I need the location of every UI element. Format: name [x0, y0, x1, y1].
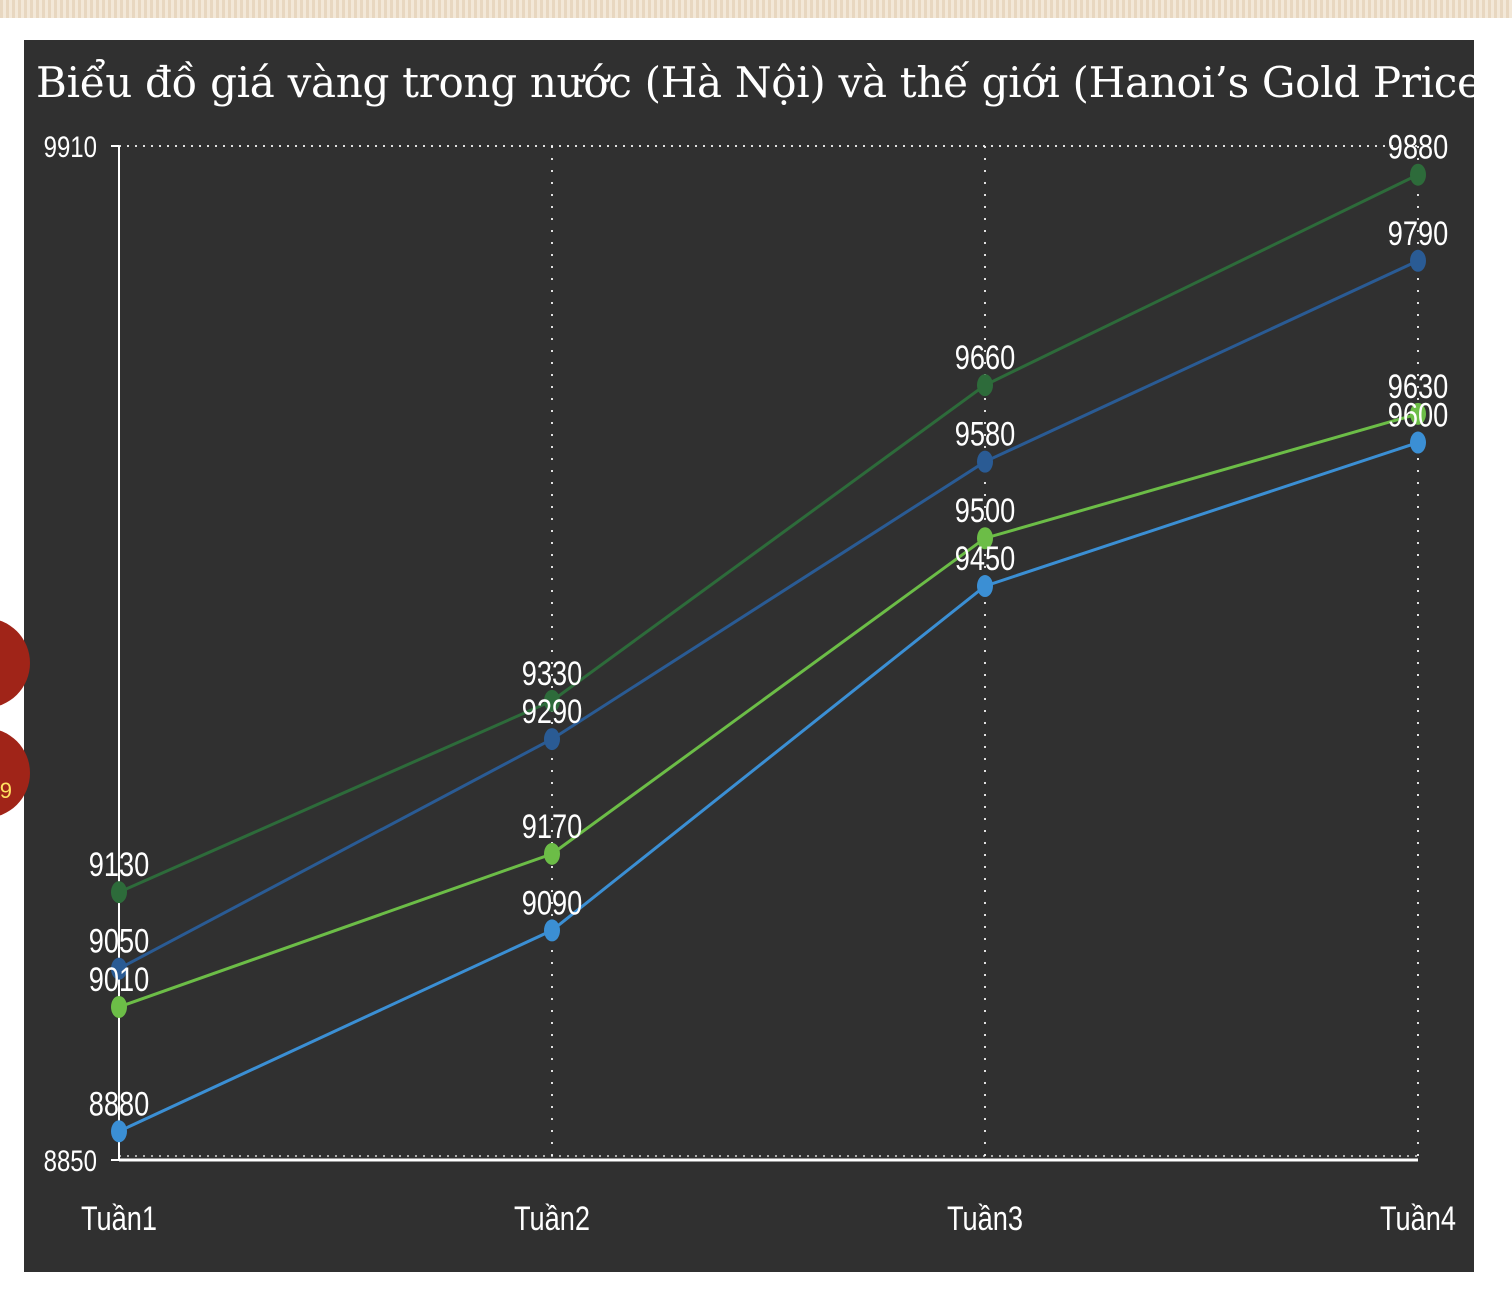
- data-point: [111, 1120, 127, 1143]
- data-point: [1410, 163, 1426, 186]
- label-layer: 9130 9330 9660 9880 9050 9290 9580 9790 9010 9170…: [89, 128, 1448, 1123]
- data-point: [544, 919, 560, 942]
- data-point: [977, 374, 993, 397]
- data-point: [1410, 402, 1426, 425]
- series-layer: [111, 163, 1426, 1143]
- data-label: 9290: [522, 692, 582, 731]
- data-label: 9790: [1388, 214, 1448, 253]
- side-badge-label: 9: [0, 778, 12, 803]
- data-point: [111, 881, 127, 904]
- data-label: 9170: [522, 807, 582, 846]
- data-point: [977, 527, 993, 550]
- data-label: 9450: [955, 539, 1015, 578]
- data-label: 9090: [522, 883, 582, 922]
- series-line: [118, 173, 1419, 894]
- x-tick-label: Tuần3: [947, 1199, 1023, 1238]
- data-label: 9330: [522, 654, 582, 693]
- data-point: [1410, 249, 1426, 272]
- data-label: 9600: [1388, 396, 1448, 435]
- y-tick-label: 8850: [44, 1143, 97, 1177]
- decorative-top-stripe: [0, 0, 1512, 18]
- data-label: 9630: [1388, 367, 1448, 406]
- data-label: 9660: [955, 338, 1015, 377]
- data-point: [1410, 431, 1426, 454]
- chart-title: Biểu đồ giá vàng trong nước (Hà Nội) và …: [36, 58, 1498, 107]
- grid-layer: [119, 145, 1419, 1160]
- series-line: [118, 412, 1419, 1009]
- data-label: 9130: [89, 845, 149, 884]
- x-tick-label: Tuần4: [1380, 1199, 1456, 1238]
- series-line: [118, 259, 1419, 971]
- data-label: 9580: [955, 415, 1015, 454]
- data-point: [111, 995, 127, 1018]
- data-label: 9010: [89, 960, 149, 999]
- data-point: [544, 689, 560, 712]
- data-label: 9880: [1388, 128, 1448, 167]
- data-point: [544, 728, 560, 751]
- data-point: [977, 450, 993, 473]
- y-tick-label: 9910: [44, 129, 97, 163]
- data-point: [111, 957, 127, 980]
- data-point: [544, 842, 560, 865]
- data-label: 9500: [955, 491, 1015, 530]
- chart-panel: [24, 40, 1474, 1272]
- x-tick-label: Tuần2: [514, 1199, 590, 1238]
- data-label: 9050: [89, 922, 149, 961]
- series-line: [118, 441, 1419, 1133]
- data-point: [977, 575, 993, 598]
- data-label: 8880: [89, 1084, 149, 1123]
- x-tick-label: Tuần1: [81, 1199, 157, 1238]
- axis-layer: 8850 9910 Tuần1 Tuần2 Tuần3 Tuần4: [44, 129, 1456, 1237]
